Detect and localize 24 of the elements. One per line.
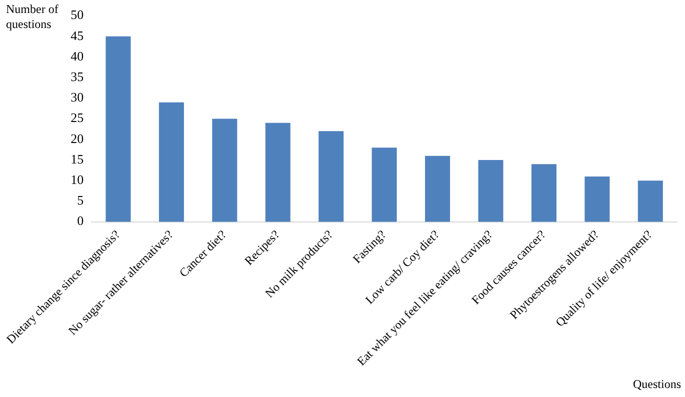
bar — [158, 102, 184, 222]
bar — [372, 148, 397, 222]
bar — [265, 122, 290, 222]
y-tick-label: 15 — [70, 151, 84, 166]
bar — [478, 160, 504, 222]
bar — [212, 118, 238, 222]
y-tick-label: 40 — [70, 48, 84, 64]
bar — [425, 156, 450, 222]
bar — [318, 131, 344, 222]
bar — [584, 176, 610, 222]
x-axis-title: Questions — [633, 377, 682, 392]
y-tick-label: 0 — [77, 213, 84, 228]
y-tick-label: 45 — [70, 28, 84, 43]
y-tick-label: 35 — [70, 69, 84, 84]
y-tick-label: 50 — [70, 7, 84, 22]
y-tick-label: 20 — [70, 130, 84, 146]
y-tick-label: 10 — [70, 172, 84, 188]
bar — [638, 180, 663, 222]
bar — [106, 36, 131, 222]
y-tick-label: 5 — [77, 192, 84, 208]
y-tick-label: 25 — [70, 110, 84, 126]
bar — [531, 164, 556, 222]
y-axis-title: Number of questions — [6, 2, 58, 32]
y-tick-label: 30 — [70, 90, 84, 105]
